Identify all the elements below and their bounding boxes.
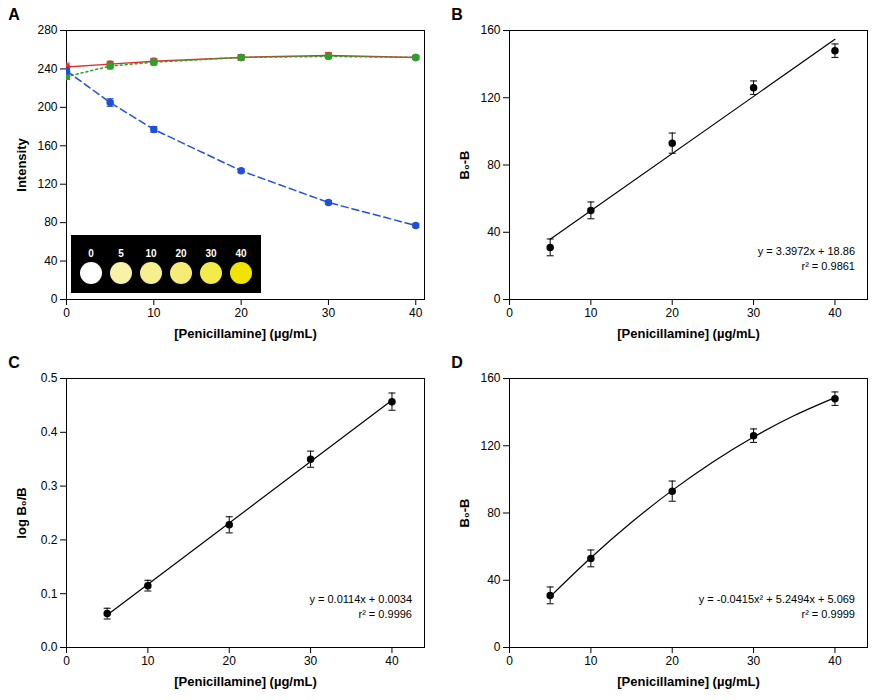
svg-text:B₀-B: B₀-B: [457, 499, 472, 528]
svg-text:20: 20: [223, 654, 237, 668]
svg-text:B: B: [451, 6, 463, 23]
svg-text:120: 120: [480, 439, 500, 453]
svg-text:D: D: [451, 354, 463, 371]
svg-text:0: 0: [494, 640, 501, 654]
svg-text:0.3: 0.3: [41, 479, 58, 493]
svg-text:[Penicillamine] (µg/mL): [Penicillamine] (µg/mL): [617, 326, 760, 341]
svg-text:120: 120: [37, 177, 57, 191]
svg-text:40: 40: [235, 248, 247, 259]
svg-text:0.1: 0.1: [41, 587, 58, 601]
svg-text:0.2: 0.2: [41, 533, 58, 547]
svg-text:40: 40: [44, 254, 58, 268]
svg-text:0: 0: [506, 306, 513, 320]
svg-text:0: 0: [494, 292, 501, 306]
svg-text:40: 40: [487, 225, 501, 239]
svg-text:r² = 0.9861: r² = 0.9861: [801, 260, 855, 272]
svg-text:10: 10: [584, 306, 598, 320]
svg-text:A: A: [8, 6, 20, 23]
svg-text:B₀-B: B₀-B: [457, 151, 472, 180]
svg-text:30: 30: [304, 654, 318, 668]
svg-text:10: 10: [584, 654, 598, 668]
svg-text:10: 10: [141, 654, 155, 668]
svg-text:30: 30: [205, 248, 217, 259]
svg-text:80: 80: [487, 158, 501, 172]
svg-text:40: 40: [385, 654, 399, 668]
svg-text:C: C: [8, 354, 20, 371]
svg-text:80: 80: [44, 215, 58, 229]
svg-text:240: 240: [37, 62, 57, 76]
svg-text:Intensity: Intensity: [14, 138, 29, 192]
svg-text:0.5: 0.5: [41, 371, 58, 385]
svg-text:40: 40: [828, 654, 842, 668]
svg-text:y = 0.0114x + 0.0034: y = 0.0114x + 0.0034: [309, 593, 412, 605]
svg-text:160: 160: [480, 371, 500, 385]
svg-text:120: 120: [480, 91, 500, 105]
svg-text:30: 30: [322, 306, 336, 320]
svg-text:0: 0: [506, 654, 513, 668]
svg-text:20: 20: [175, 248, 187, 259]
svg-text:40: 40: [828, 306, 842, 320]
svg-text:40: 40: [487, 573, 501, 587]
svg-text:r² = 0.9996: r² = 0.9996: [358, 608, 412, 620]
svg-text:0.0: 0.0: [41, 640, 58, 654]
svg-text:[Penicillamine] (µg/mL): [Penicillamine] (µg/mL): [174, 674, 317, 689]
svg-text:0.4: 0.4: [41, 425, 58, 439]
svg-text:10: 10: [147, 306, 161, 320]
svg-text:80: 80: [487, 506, 501, 520]
svg-text:20: 20: [666, 306, 680, 320]
svg-text:160: 160: [37, 139, 57, 153]
svg-text:[Penicillamine] (µg/mL): [Penicillamine] (µg/mL): [174, 326, 317, 341]
svg-text:y = 3.3972x + 18.86: y = 3.3972x + 18.86: [758, 245, 855, 257]
svg-text:280: 280: [37, 23, 57, 37]
svg-text:30: 30: [747, 306, 761, 320]
svg-text:log B₀/B: log B₀/B: [14, 487, 29, 538]
svg-text:160: 160: [480, 23, 500, 37]
svg-text:20: 20: [666, 654, 680, 668]
svg-text:0: 0: [88, 248, 94, 259]
svg-text:y = -0.0415x² + 5.2494x + 5.06: y = -0.0415x² + 5.2494x + 5.069: [699, 593, 855, 605]
svg-text:40: 40: [409, 306, 423, 320]
svg-text:20: 20: [234, 306, 248, 320]
svg-text:0: 0: [51, 292, 58, 306]
svg-text:200: 200: [37, 100, 57, 114]
svg-text:r² = 0.9999: r² = 0.9999: [801, 608, 855, 620]
svg-text:10: 10: [145, 248, 157, 259]
svg-text:30: 30: [747, 654, 761, 668]
svg-text:5: 5: [118, 248, 124, 259]
svg-text:[Penicillamine] (µg/mL): [Penicillamine] (µg/mL): [617, 674, 760, 689]
svg-text:0: 0: [63, 306, 70, 320]
svg-text:0: 0: [63, 654, 70, 668]
